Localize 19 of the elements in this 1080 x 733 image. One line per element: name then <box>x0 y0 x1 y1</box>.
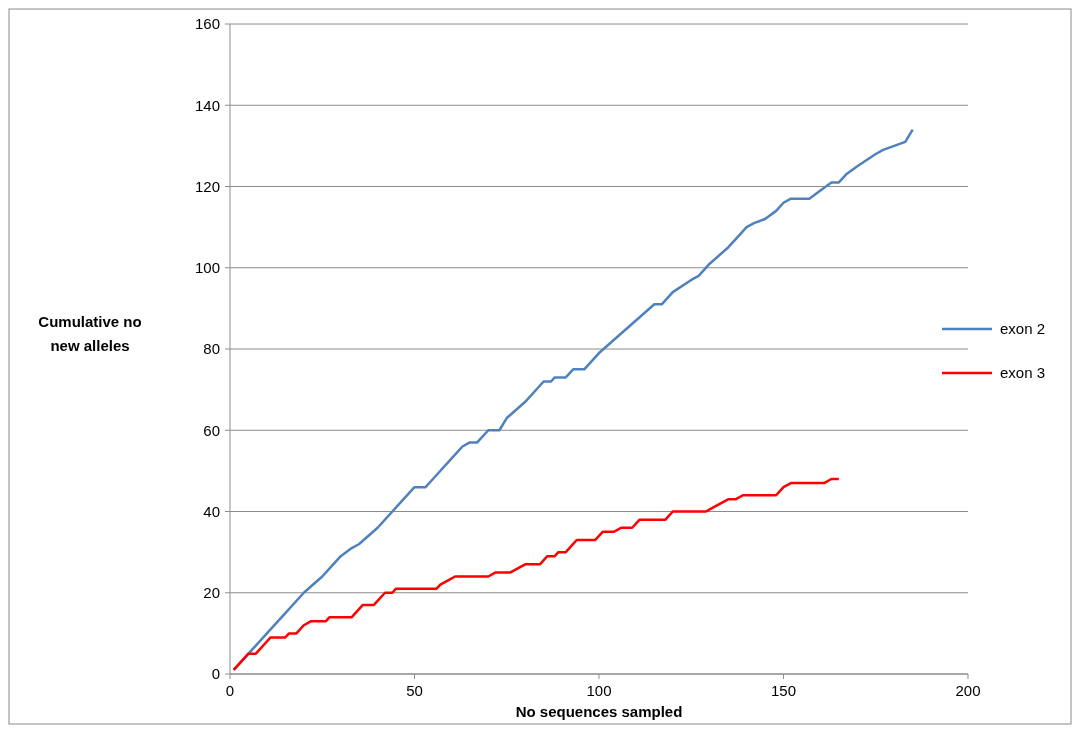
legend-label: exon 3 <box>1000 364 1046 382</box>
x-axis-title: No sequences sampled <box>515 703 683 720</box>
y-tick-label: 0 <box>211 665 220 683</box>
y-tick-label: 140 <box>194 96 220 114</box>
y-tick-label: 160 <box>194 15 220 33</box>
y-axis-title: Cumulative no new alleles <box>38 313 142 354</box>
y-tick-label: 80 <box>203 340 220 358</box>
line-series <box>232 477 841 672</box>
x-tick-label: 150 <box>770 682 797 699</box>
x-tick-label: 0 <box>225 682 235 699</box>
x-tick-label: 200 <box>955 682 981 699</box>
y-tick-label: 60 <box>203 421 220 439</box>
y-tick-label: 100 <box>194 259 220 276</box>
x-tick-label: 100 <box>586 682 612 699</box>
y-tick-label: 20 <box>203 584 220 601</box>
y-tick-label: 40 <box>203 502 220 520</box>
x-tick-label: 50 <box>406 682 423 699</box>
legend-label: exon 2 <box>1000 320 1046 338</box>
y-tick-label: 120 <box>194 177 220 195</box>
